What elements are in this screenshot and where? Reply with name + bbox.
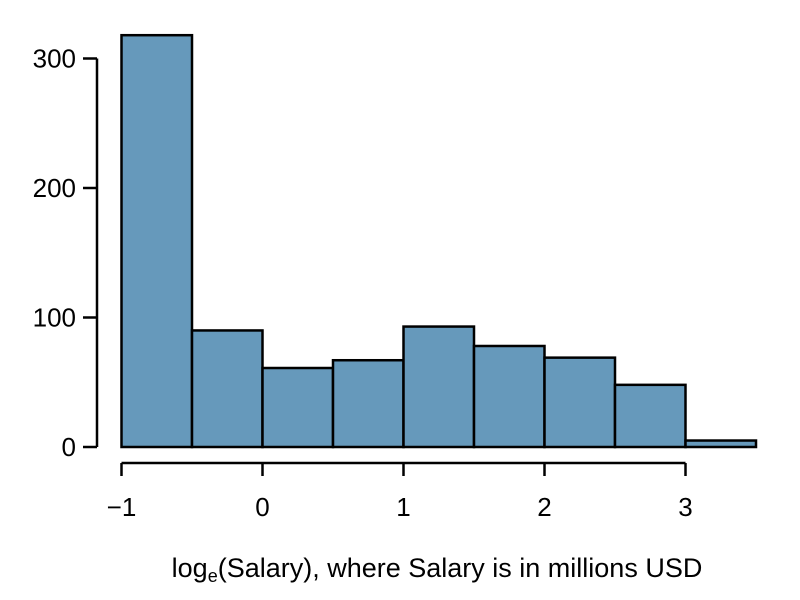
x-axis-title-before: log [172,553,208,583]
x-tick-label-0: 0 [255,492,269,522]
histogram-bar-7 [543,356,617,449]
x-axis: −1 0 1 2 3 [107,461,693,522]
y-tick-label-0: 0 [62,432,76,462]
histogram-bar-6 [472,344,546,449]
x-axis-title: loge(Salary), where Salary is in million… [172,553,703,586]
y-tick-label-100: 100 [33,303,76,333]
x-axis-title-subscript: e [208,566,218,586]
x-tick-label--1: −1 [107,492,137,522]
x-tick-label-2: 2 [537,492,551,522]
histogram-bar-1 [120,33,194,449]
y-axis: 0 100 200 300 [33,44,99,462]
histogram-bar-2 [190,329,264,449]
y-tick-label-300: 300 [33,44,76,74]
histogram-bar-5 [402,325,476,449]
histogram-bar-4 [331,358,405,449]
histogram-bars [120,33,758,449]
x-tick-label-1: 1 [396,492,410,522]
x-axis-title-after: (Salary), where Salary is in millions US… [218,553,703,583]
histogram-bar-8 [613,383,687,449]
histogram-bar-9 [684,439,758,449]
x-tick-label-3: 3 [678,492,692,522]
histogram-bar-3 [261,366,335,449]
y-tick-label-200: 200 [33,173,76,203]
